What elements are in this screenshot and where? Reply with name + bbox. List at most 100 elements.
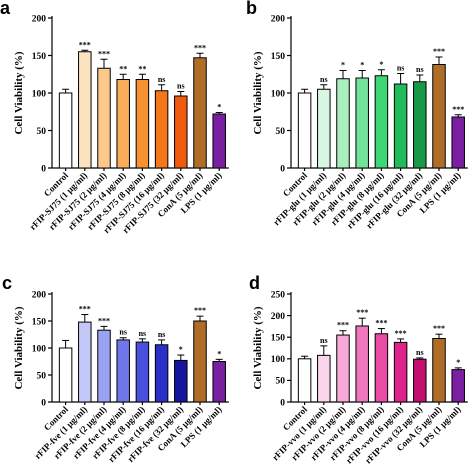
significance-label: *** xyxy=(356,308,368,317)
bar xyxy=(413,81,427,169)
significance-label: ns xyxy=(416,65,424,74)
y-tick-label: 50 xyxy=(37,371,47,381)
significance-label: * xyxy=(360,61,364,70)
bar xyxy=(336,78,350,169)
significance-label: * xyxy=(217,349,221,358)
bar xyxy=(58,92,73,169)
y-axis-label: Cell Viability (%) xyxy=(252,306,264,389)
significance-label: ns xyxy=(158,75,166,84)
bar xyxy=(174,359,188,403)
bar xyxy=(193,320,207,403)
bar xyxy=(432,337,446,403)
bar xyxy=(193,57,207,169)
bar xyxy=(317,88,331,169)
y-tick-label: 200 xyxy=(32,14,47,24)
bar xyxy=(432,64,446,169)
bar xyxy=(154,90,169,169)
significance-label: ns xyxy=(158,330,166,339)
y-tick-label: 50 xyxy=(276,377,286,387)
significance-label: *** xyxy=(337,321,349,330)
bar xyxy=(393,83,408,169)
significance-label: *** xyxy=(395,329,407,338)
bar xyxy=(97,67,111,169)
y-tick-label: 150 xyxy=(271,52,286,62)
significance-label: *** xyxy=(194,306,206,315)
bar xyxy=(355,77,369,169)
significance-label: ns xyxy=(397,64,405,73)
panel-letter: a xyxy=(0,0,11,18)
significance-label: ns xyxy=(320,75,328,84)
bar xyxy=(78,51,92,169)
bar xyxy=(154,344,169,403)
y-axis-label: Cell Viability (%) xyxy=(252,51,264,134)
bar xyxy=(97,329,111,403)
y-tick-label: 100 xyxy=(32,89,47,99)
significance-label: * xyxy=(179,345,183,354)
significance-label: *** xyxy=(79,305,91,314)
y-tick-label: 200 xyxy=(271,14,286,24)
significance-label: ns xyxy=(119,328,127,337)
y-tick-label: 100 xyxy=(271,355,286,365)
y-tick-label: 150 xyxy=(32,317,47,327)
y-tick-label: 0 xyxy=(41,164,46,174)
bar xyxy=(393,341,408,403)
significance-label: *** xyxy=(98,49,110,58)
bar xyxy=(297,92,312,169)
y-axis-label: Cell Viability (%) xyxy=(13,306,25,389)
panel-letter: c xyxy=(2,273,12,293)
bar xyxy=(374,75,389,169)
significance-label: ** xyxy=(138,64,146,73)
y-tick-label: 100 xyxy=(32,344,47,354)
significance-label: *** xyxy=(79,40,91,49)
panel-letter: d xyxy=(249,273,260,293)
y-tick-label: 100 xyxy=(271,89,286,99)
significance-label: ** xyxy=(119,64,127,73)
y-tick-label: 150 xyxy=(32,52,47,62)
significance-label: *** xyxy=(375,319,387,328)
bar xyxy=(317,354,331,403)
bar xyxy=(78,321,92,403)
significance-label: ns xyxy=(177,82,185,91)
significance-label: * xyxy=(456,358,460,367)
y-tick-label: 150 xyxy=(271,334,286,344)
significance-label: ns xyxy=(139,329,147,338)
bar xyxy=(135,341,150,403)
bar xyxy=(336,334,350,403)
significance-label: * xyxy=(379,60,383,69)
significance-label: *** xyxy=(98,316,110,325)
y-tick-label: 50 xyxy=(276,127,286,137)
significance-label: ns xyxy=(320,336,328,345)
significance-label: ns xyxy=(416,348,424,357)
bar xyxy=(212,361,226,403)
y-tick-label: 250 xyxy=(271,290,286,300)
y-tick-label: 200 xyxy=(32,290,47,300)
significance-label: *** xyxy=(433,47,445,56)
bar xyxy=(374,333,389,403)
bar xyxy=(297,358,312,403)
bar xyxy=(212,113,226,169)
bar xyxy=(135,79,150,169)
y-tick-label: 0 xyxy=(280,398,285,408)
significance-label: *** xyxy=(194,43,206,52)
bar xyxy=(174,95,188,169)
significance-label: *** xyxy=(452,105,464,114)
y-axis-label: Cell Viability (%) xyxy=(13,51,25,134)
bar xyxy=(355,325,369,403)
bar xyxy=(413,358,427,403)
y-tick-label: 50 xyxy=(37,127,47,137)
y-tick-label: 0 xyxy=(41,398,46,408)
bar xyxy=(451,116,465,169)
bar xyxy=(116,339,130,403)
significance-label: * xyxy=(341,61,345,70)
bar xyxy=(116,79,130,169)
significance-label: *** xyxy=(433,324,445,333)
significance-label: * xyxy=(217,103,221,112)
bar xyxy=(451,369,465,403)
bar xyxy=(58,347,73,403)
y-tick-label: 0 xyxy=(280,164,285,174)
y-tick-label: 200 xyxy=(271,312,286,322)
